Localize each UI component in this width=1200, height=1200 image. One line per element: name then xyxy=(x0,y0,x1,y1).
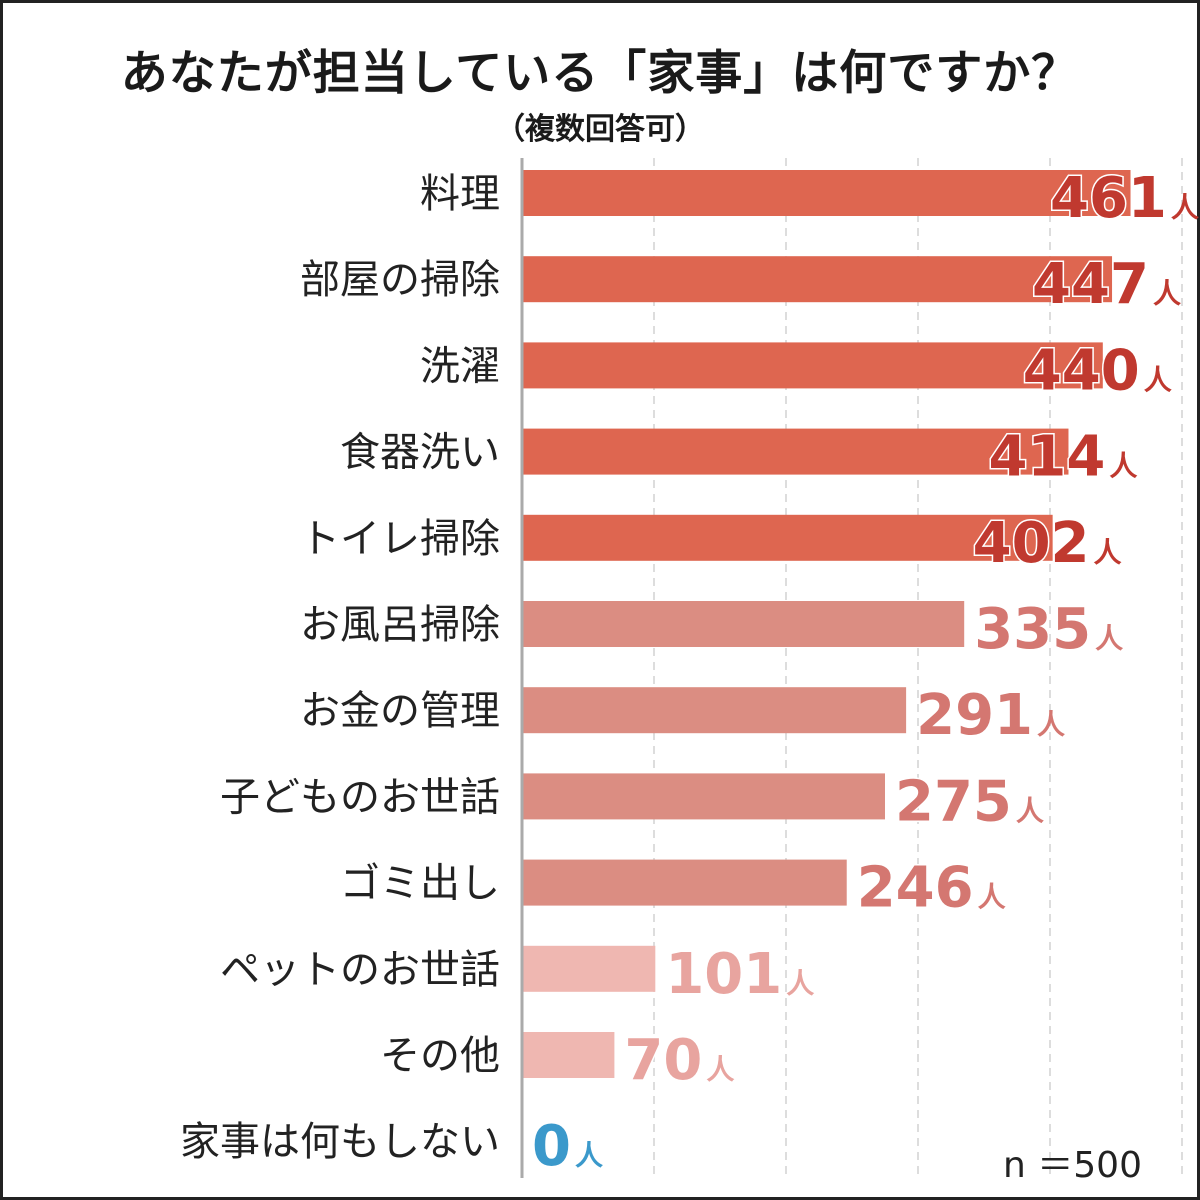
category-label: 料理 xyxy=(420,171,500,217)
category-label: トイレ掃除 xyxy=(300,516,500,562)
category-label: 食器洗い xyxy=(340,430,500,476)
value-number: 440 xyxy=(1023,338,1140,403)
value-label: 414 人 xyxy=(988,425,1137,490)
value-unit: 人 xyxy=(1037,708,1065,741)
value-unit: 人 xyxy=(1171,191,1199,224)
value-number: 101 xyxy=(665,942,782,1007)
value-number: 461 xyxy=(1050,166,1167,231)
value-number: 246 xyxy=(857,856,974,921)
value-number: 291 xyxy=(916,683,1033,748)
value-number: 335 xyxy=(974,597,1091,662)
value-label: 447 人 xyxy=(1032,252,1181,317)
category-label: お金の管理 xyxy=(300,688,500,734)
value-unit: 人 xyxy=(1109,450,1137,483)
value-number: 0 xyxy=(532,1114,571,1179)
bar xyxy=(522,428,1069,475)
bars xyxy=(522,170,1131,1078)
category-label: 部屋の掃除 xyxy=(300,257,500,303)
category-label: ゴミ出し xyxy=(340,861,500,907)
bar xyxy=(522,601,965,647)
value-label: 275 人 xyxy=(895,769,1044,834)
value-number: 402 xyxy=(973,511,1090,576)
bar xyxy=(522,773,885,820)
category-label: お風呂掃除 xyxy=(300,602,500,648)
bar xyxy=(522,342,1103,389)
value-unit: 人 xyxy=(786,967,814,1000)
bar xyxy=(522,945,656,992)
bar xyxy=(522,859,847,906)
value-unit: 人 xyxy=(1144,363,1172,396)
value-unit: 人 xyxy=(1016,794,1044,827)
value-label: 335 人 xyxy=(974,597,1123,662)
value-unit: 人 xyxy=(1153,277,1181,310)
value-unit: 人 xyxy=(575,1139,603,1172)
value-label: 291 人 xyxy=(916,683,1065,748)
value-label: 440 人 xyxy=(1023,338,1172,403)
category-label: 子どものお世話 xyxy=(220,774,500,820)
category-label: 家事は何もしない xyxy=(180,1119,500,1165)
category-label: その他 xyxy=(380,1033,500,1079)
category-labels: 料理部屋の掃除洗濯食器洗いトイレ掃除お風呂掃除お金の管理子どものお世話ゴミ出しペ… xyxy=(180,171,500,1165)
bar xyxy=(522,256,1113,303)
value-unit: 人 xyxy=(706,1053,734,1086)
bar xyxy=(522,687,907,734)
chart-title: あなたが担当している「家事」は何ですか？ xyxy=(120,46,1080,101)
chart-subtitle: （複数回答可） xyxy=(495,112,705,147)
bar xyxy=(522,514,1053,561)
sample-size-note: n ＝500 xyxy=(1003,1145,1142,1186)
value-label: 70 人 xyxy=(624,1028,734,1093)
value-number: 70 xyxy=(624,1028,702,1093)
category-label: ペットのお世話 xyxy=(220,947,500,993)
value-number: 447 xyxy=(1032,252,1149,317)
value-label: 402 人 xyxy=(973,511,1122,576)
value-number: 275 xyxy=(895,769,1012,834)
grid-lines xyxy=(653,158,1183,1178)
value-unit: 人 xyxy=(1094,536,1122,569)
bar xyxy=(522,170,1131,216)
category-label: 洗濯 xyxy=(420,343,500,389)
bar xyxy=(522,1032,615,1078)
value-label: 246 人 xyxy=(857,856,1006,921)
value-label: 461 人 xyxy=(1050,166,1199,231)
value-label: 101 人 xyxy=(665,942,814,1007)
value-unit: 人 xyxy=(1095,622,1123,655)
value-unit: 人 xyxy=(978,881,1006,914)
value-number: 414 xyxy=(988,425,1105,490)
